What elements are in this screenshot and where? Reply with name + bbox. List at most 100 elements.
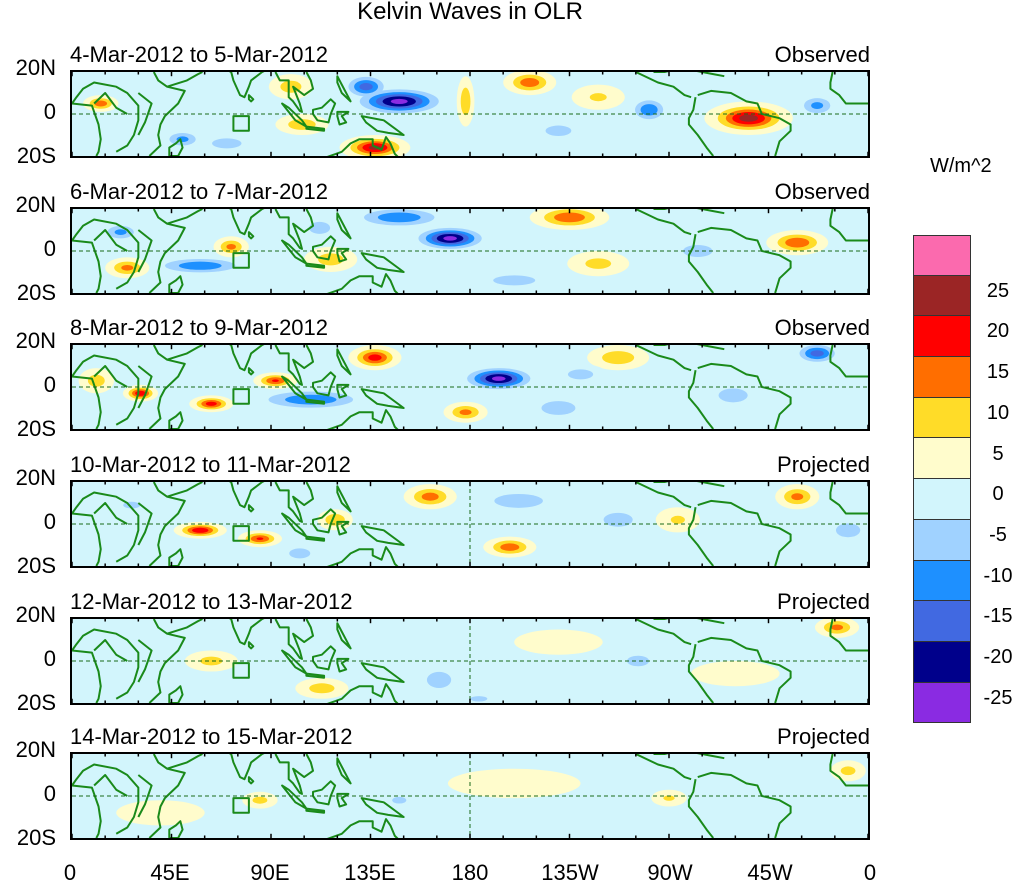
negative-anomaly-contour [467,808,530,830]
y-tick-label: 0 [43,781,56,806]
colorbar [913,235,971,724]
panel-date-range: 8-Mar-2012 to 9-Mar-2012 [70,315,329,340]
colorbar-swatch [913,316,971,358]
panel-date-range: 14-Mar-2012 to 15-Mar-2012 [70,724,353,749]
panel-type-label: Projected [777,452,870,477]
positive-anomaly-contour [554,212,585,223]
figure-title: Kelvin Waves in OLR [357,0,583,25]
negative-anomaly-contour [491,376,506,381]
y-tick-label: 20S [16,143,56,168]
negative-anomaly-contour [89,669,134,691]
negative-anomaly-contour [377,212,421,223]
x-tick-label: 135E [344,860,396,885]
negative-anomaly-contour [390,98,408,104]
positive-anomaly-contour [459,409,472,416]
colorbar-swatch [913,479,971,520]
y-tick-label: 20N [15,465,56,490]
olr-anomaly-map [70,343,870,431]
y-tick-label: 0 [43,646,56,671]
map-panel [70,752,870,840]
positive-anomaly-contour [205,401,217,406]
olr-anomaly-map [70,70,870,158]
positive-anomaly-contour [421,492,439,501]
y-tick-label: 20S [16,280,56,305]
x-tick-label: 180 [451,860,489,885]
colorbar-swatch [913,641,971,683]
y-tick-label: 20N [15,602,56,627]
x-tick-label: 90E [250,860,290,885]
y-tick-label: 0 [43,372,56,397]
map-panel [70,343,870,431]
y-tick-label: 20N [15,192,56,217]
negative-anomaly-contour [545,125,572,137]
olr-anomaly-map [70,480,870,568]
negative-anomaly-contour [603,512,633,527]
positive-anomaly-contour [500,543,520,551]
negative-anomaly-contour [309,221,331,234]
positive-anomaly-contour [252,796,268,804]
x-tick-label: 90W [647,860,693,885]
olr-anomaly-map [70,207,870,295]
negative-anomaly-contour [114,229,127,235]
negative-anomaly-contour [541,401,576,415]
colorbar-swatch [913,682,971,724]
negative-anomaly-contour [718,388,748,403]
negative-anomaly-contour [811,102,824,110]
map-panel [70,617,870,705]
x-tick-label: 0 [863,860,877,885]
y-tick-label: 0 [43,236,56,261]
negative-anomaly-contour [835,523,861,538]
colorbar-units: W/m^2 [930,155,992,177]
colorbar-swatch [913,275,971,317]
colorbar-swatch [913,357,971,398]
colorbar-label: -15 [983,605,1013,628]
panel-type-label: Observed [774,179,870,204]
colorbar-label: 0 [992,483,1004,506]
positive-anomaly-contour [691,661,780,687]
panel-date-range: 6-Mar-2012 to 7-Mar-2012 [70,179,329,204]
olr-anomaly-map [70,617,870,705]
colorbar-label: -5 [989,523,1007,546]
colorbar-swatch [913,397,971,439]
colorbar-label: -25 [983,686,1013,709]
colorbar-swatch [913,438,971,480]
positive-anomaly-contour [663,795,675,801]
negative-anomaly-contour [289,548,311,559]
negative-anomaly-contour [359,83,373,91]
panel-type-label: Observed [774,42,870,67]
x-tick-label: 135W [541,860,599,885]
positive-anomaly-contour [256,537,264,540]
colorbar-swatch [913,235,971,276]
positive-anomaly-contour [460,87,471,116]
positive-anomaly-contour [226,243,236,250]
positive-anomaly-contour [121,264,134,271]
map-panel [70,70,870,158]
positive-anomaly-contour [318,253,344,266]
negative-anomaly-contour [640,104,658,116]
positive-anomaly-contour [116,800,205,826]
colorbar-label: 15 [986,361,1010,384]
negative-anomaly-contour [493,275,536,286]
colorbar-label: 10 [986,401,1010,424]
y-tick-label: 20N [15,55,56,80]
y-tick-label: 20N [15,328,56,353]
positive-anomaly-contour [368,354,382,361]
negative-anomaly-contour [810,350,824,357]
negative-anomaly-contour [392,796,407,804]
positive-anomaly-contour [670,515,685,524]
colorbar-label: 5 [992,442,1004,465]
positive-anomaly-contour [514,629,603,655]
positive-anomaly-contour [192,527,209,533]
x-tick-label: 45E [150,860,190,885]
positive-anomaly-contour [791,493,804,501]
negative-anomaly-contour [494,493,543,508]
panel-type-label: Observed [774,315,870,340]
y-tick-label: 20N [15,737,56,762]
negative-anomaly-contour [212,138,242,149]
olr-anomaly-map [70,752,870,840]
positive-anomaly-contour [589,93,607,102]
negative-anomaly-contour [627,655,650,667]
y-tick-label: 20S [16,825,56,850]
panel-date-range: 4-Mar-2012 to 5-Mar-2012 [70,42,329,67]
positive-anomaly-contour [520,78,540,87]
